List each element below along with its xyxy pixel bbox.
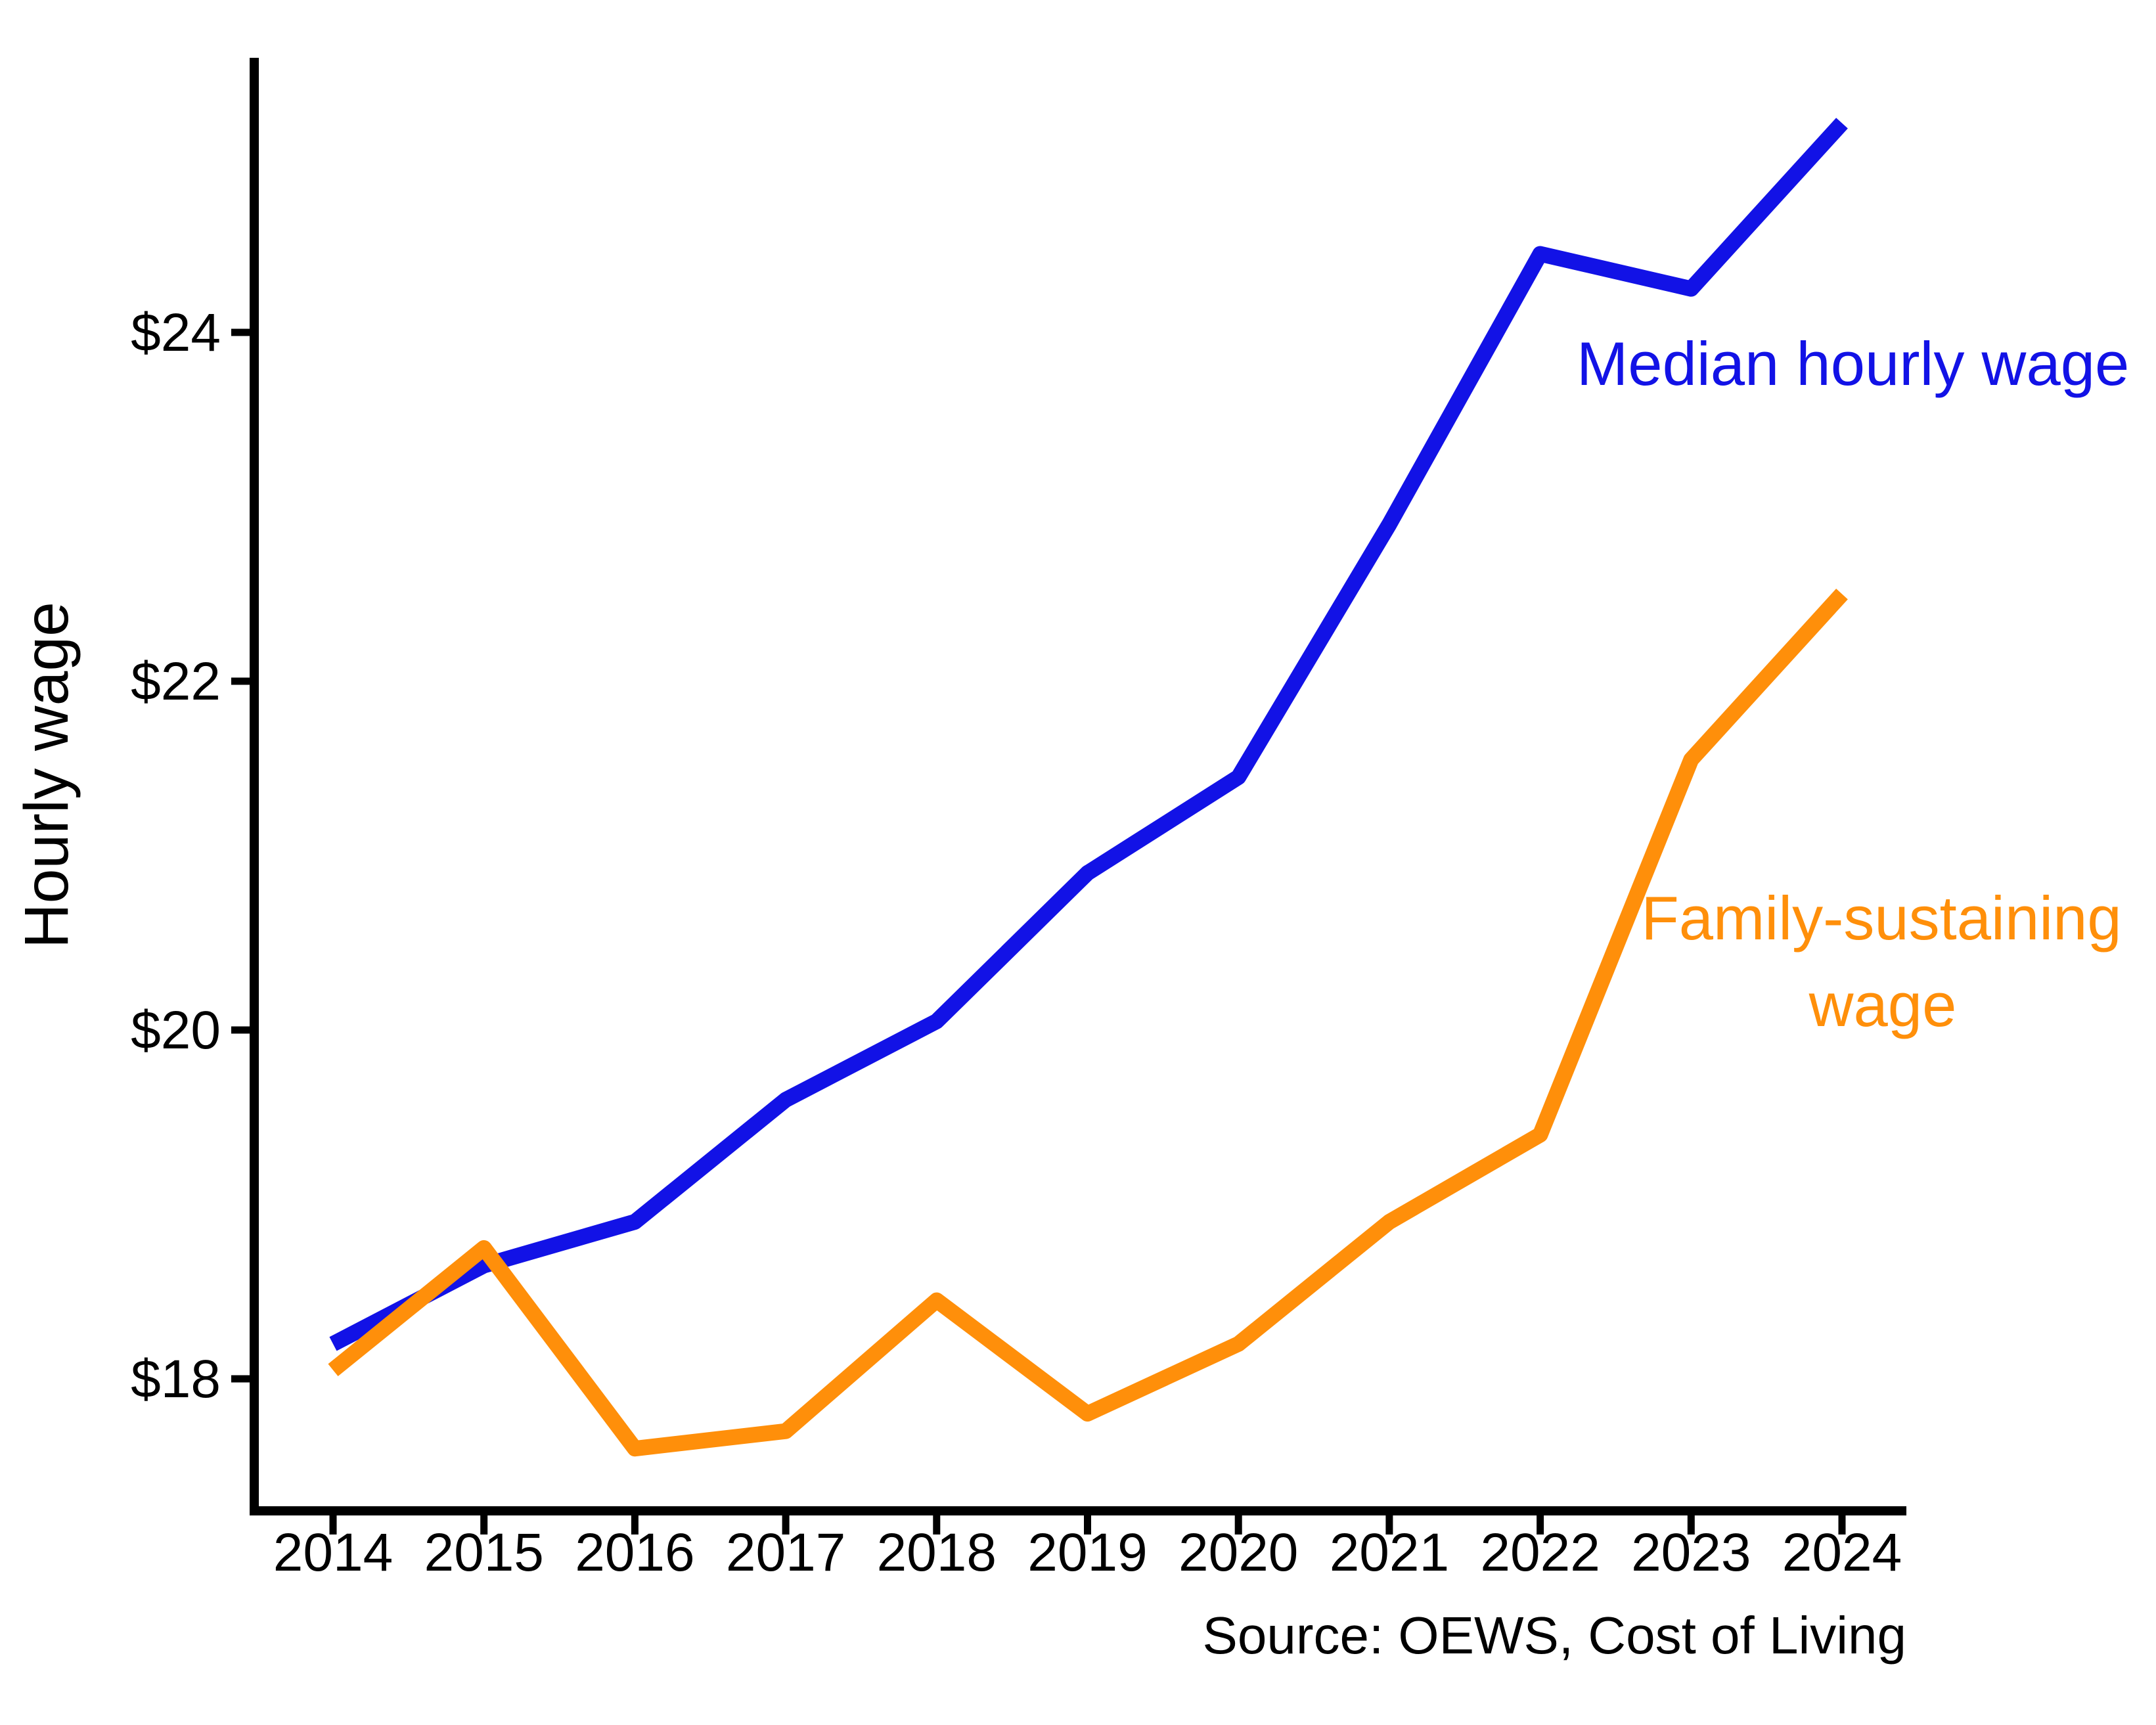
source-note: Source: OEWS, Cost of Living [1202, 1606, 1906, 1665]
x-tick-label: 2014 [273, 1523, 393, 1582]
x-tick-label: 2022 [1480, 1523, 1600, 1582]
tick-labels: $18 $20 $22 $24 2014 2015 2016 2017 2018 2019 2020… [131, 303, 1902, 1582]
x-tick-label: 2024 [1782, 1523, 1902, 1582]
family-sustaining-wage-line [328, 589, 1848, 1457]
x-tick-label: 2023 [1631, 1523, 1751, 1582]
median-hourly-wage-line [329, 118, 1848, 1351]
y-axis-title: Hourly wage [12, 602, 81, 949]
x-tick-label: 2020 [1179, 1523, 1298, 1582]
axes [250, 58, 1906, 1515]
y-tick-label: $24 [131, 303, 221, 363]
x-tick-label: 2019 [1027, 1523, 1147, 1582]
legend-label-median-hourly-wage: Median hourly wage [1577, 329, 2129, 398]
x-tick-label: 2017 [726, 1523, 845, 1582]
x-tick-label: 2021 [1330, 1523, 1449, 1582]
series-lines [328, 118, 1848, 1457]
x-tick-label: 2016 [575, 1523, 694, 1582]
legend-label-family-sustaining-line2: wage [1808, 970, 1957, 1039]
y-tick-label: $22 [131, 652, 221, 711]
legend-label-family-sustaining-line1: Family-sustaining [1641, 884, 2121, 952]
x-tick-label: 2015 [424, 1523, 543, 1582]
y-tick-label: $18 [131, 1349, 221, 1409]
tick-marks [231, 328, 1846, 1535]
y-tick-label: $20 [131, 1000, 221, 1060]
x-tick-label: 2018 [877, 1523, 997, 1582]
